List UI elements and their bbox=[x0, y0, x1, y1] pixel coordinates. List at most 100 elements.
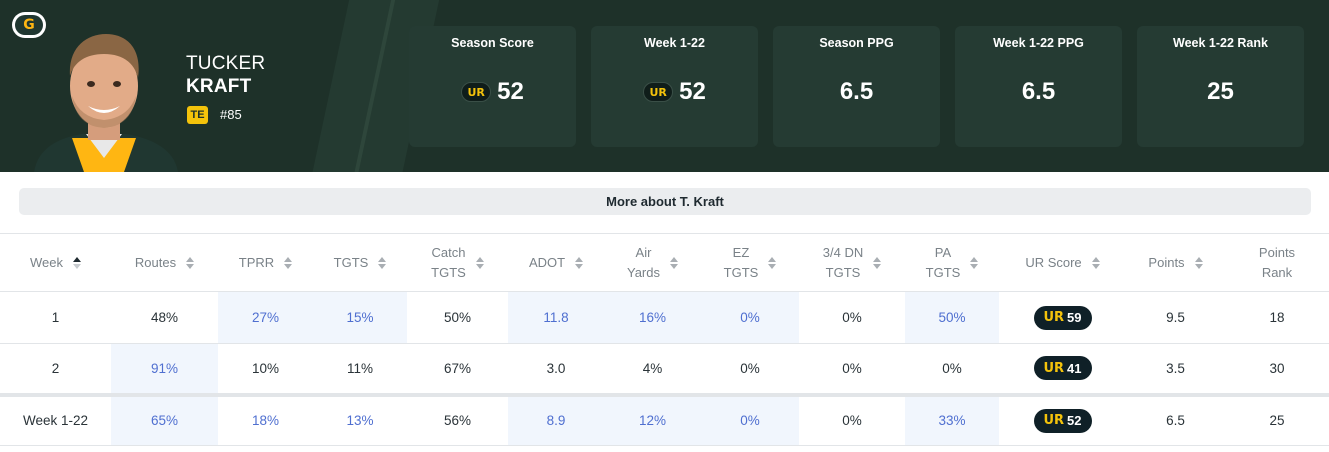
sort-ascending-icon[interactable] bbox=[73, 256, 81, 269]
header-text: UR Score bbox=[1025, 254, 1082, 270]
header-text: PA bbox=[934, 244, 952, 260]
stat-card-value: 6.5 bbox=[1021, 78, 1056, 105]
sort-icon[interactable] bbox=[575, 256, 584, 269]
stat-card-value-row: UR 52 bbox=[591, 78, 758, 106]
header-text: Points bbox=[1258, 244, 1296, 260]
cell-routes: 91% bbox=[111, 343, 218, 395]
ur-logo-icon: UR bbox=[1043, 360, 1065, 376]
ur-score-badge: UR 41 bbox=[1033, 356, 1092, 381]
cell-tprr: 27% bbox=[218, 291, 313, 344]
stat-card-week-ppg: Week 1-22 PPG 6.5 bbox=[955, 26, 1122, 147]
column-header-catch-tgts[interactable]: Catch TGTS bbox=[407, 233, 508, 292]
stat-card-label: Week 1-22 PPG bbox=[993, 36, 1084, 50]
cell-routes: 48% bbox=[111, 291, 218, 344]
cell-ez-tgts: 0% bbox=[701, 291, 799, 344]
header-text: TGTS bbox=[925, 264, 961, 280]
stat-card-label: Season PPG bbox=[819, 36, 894, 50]
table-row: 1 48% 27% 15% 50% 11.8 16% 0% 0% 50% UR 5… bbox=[0, 291, 1329, 344]
ur-score-badge: UR 52 bbox=[1033, 408, 1092, 433]
column-header-tgts[interactable]: TGTS bbox=[313, 233, 407, 292]
cell-ez-tgts: 0% bbox=[701, 343, 799, 395]
cell-ez-tgts: 0% bbox=[701, 392, 799, 446]
sort-icon[interactable] bbox=[1091, 256, 1100, 269]
stat-card-value-row: 6.5 bbox=[773, 78, 940, 106]
player-first-name: TUCKER bbox=[186, 53, 266, 74]
column-header-ez-tgts[interactable]: EZ TGTS bbox=[701, 233, 799, 292]
column-header-ur-score[interactable]: UR Score bbox=[999, 233, 1126, 292]
header-text: Air bbox=[635, 244, 652, 260]
cell-34dn-tgts: 0% bbox=[799, 343, 905, 395]
cell-pa-tgts: 50% bbox=[905, 291, 999, 344]
sort-icon[interactable] bbox=[768, 256, 777, 269]
stat-card-season-ppg: Season PPG 6.5 bbox=[773, 26, 940, 147]
cell-pa-tgts: 33% bbox=[905, 392, 999, 446]
column-header-tprr[interactable]: TPRR bbox=[218, 233, 313, 292]
column-header-34dn-tgts[interactable]: 3/4 DN TGTS bbox=[799, 233, 905, 292]
header-text: TGTS bbox=[723, 264, 759, 280]
sort-icon[interactable] bbox=[186, 256, 195, 269]
ur-score-value: 52 bbox=[1067, 413, 1082, 429]
column-header-adot[interactable]: ADOT bbox=[508, 233, 604, 292]
header-text: Yards bbox=[627, 264, 660, 280]
team-logo-letter: G bbox=[15, 15, 43, 35]
column-header-pa-tgts[interactable]: PA TGTS bbox=[905, 233, 999, 292]
stat-card-season-score: Season Score UR 52 bbox=[409, 26, 576, 147]
header-text: ADOT bbox=[528, 254, 566, 270]
header-text: EZ bbox=[732, 244, 750, 260]
cell-34dn-tgts: 0% bbox=[799, 392, 905, 446]
header-text: 3/4 DN bbox=[822, 244, 864, 260]
cell-ur-score: UR 41 bbox=[999, 343, 1126, 395]
stat-card-value-row: 6.5 bbox=[955, 78, 1122, 106]
column-header-routes[interactable]: Routes bbox=[111, 233, 218, 292]
header-text: TGTS bbox=[825, 264, 861, 280]
header-text: Week bbox=[30, 254, 63, 270]
header-text: Rank bbox=[1261, 264, 1293, 280]
column-header-air-yards[interactable]: Air Yards bbox=[604, 233, 701, 292]
cell-week: 2 bbox=[0, 343, 111, 395]
sort-icon[interactable] bbox=[670, 256, 678, 269]
cell-adot: 3.0 bbox=[508, 343, 604, 395]
cell-34dn-tgts: 0% bbox=[799, 291, 905, 344]
table-row: 2 91% 10% 11% 67% 3.0 4% 0% 0% 0% UR 41 3… bbox=[0, 343, 1329, 395]
column-header-points[interactable]: Points bbox=[1126, 233, 1225, 292]
sort-icon[interactable] bbox=[1194, 256, 1203, 269]
column-header-week[interactable]: Week bbox=[0, 233, 111, 292]
ur-score-value: 41 bbox=[1067, 360, 1082, 376]
player-headshot bbox=[34, 34, 178, 172]
sort-icon[interactable] bbox=[284, 256, 293, 269]
cell-adot: 8.9 bbox=[508, 392, 604, 446]
stat-card-value-row: UR 52 bbox=[409, 78, 576, 106]
sort-icon[interactable] bbox=[873, 256, 882, 269]
cell-points-rank: 30 bbox=[1225, 343, 1329, 395]
team-logo[interactable]: G bbox=[12, 12, 46, 38]
cell-tgts: 13% bbox=[313, 392, 407, 446]
stat-card-value: 52 bbox=[679, 78, 706, 105]
sort-icon[interactable] bbox=[970, 256, 979, 269]
more-about-button[interactable]: More about T. Kraft bbox=[19, 188, 1311, 215]
stat-card-week-score: Week 1-22 UR 52 bbox=[591, 26, 758, 147]
stat-card-value: 25 bbox=[1207, 78, 1234, 105]
cell-week: Week 1-22 bbox=[0, 392, 111, 446]
sort-icon[interactable] bbox=[378, 256, 387, 269]
weekly-stats-table: Week Routes TPRR TGTS Catch TGTS ADOT Air… bbox=[0, 233, 1329, 446]
header-text: TGTS bbox=[431, 264, 466, 280]
table-row-total: Week 1-22 65% 18% 13% 56% 8.9 12% 0% 0% … bbox=[0, 392, 1329, 446]
cell-catch-tgts: 50% bbox=[407, 291, 508, 344]
cell-ur-score: UR 59 bbox=[999, 291, 1126, 344]
cell-tprr: 10% bbox=[218, 343, 313, 395]
cell-tprr: 18% bbox=[218, 392, 313, 446]
cell-tgts: 15% bbox=[313, 291, 407, 344]
cell-tgts: 11% bbox=[313, 343, 407, 395]
ur-logo-icon: UR bbox=[1043, 413, 1065, 429]
stat-card-label: Week 1-22 Rank bbox=[1173, 36, 1268, 50]
cell-points-rank: 18 bbox=[1225, 291, 1329, 344]
cell-air-yards: 4% bbox=[604, 343, 701, 395]
cell-week: 1 bbox=[0, 291, 111, 344]
column-header-points-rank[interactable]: Points Rank bbox=[1225, 233, 1329, 292]
cell-air-yards: 16% bbox=[604, 291, 701, 344]
stat-card-week-rank: Week 1-22 Rank 25 bbox=[1137, 26, 1304, 147]
header-text: TGTS bbox=[333, 254, 369, 270]
sort-icon[interactable] bbox=[475, 256, 484, 269]
cell-ur-score: UR 52 bbox=[999, 392, 1126, 446]
cell-air-yards: 12% bbox=[604, 392, 701, 446]
